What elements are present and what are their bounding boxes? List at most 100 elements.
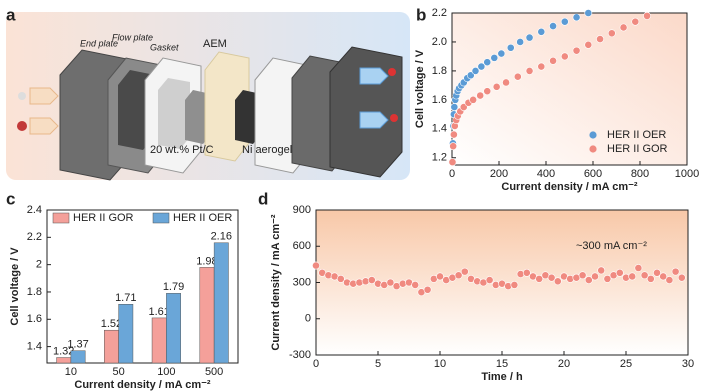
y-tick-label: 1.8 <box>432 65 447 77</box>
x-tick-label: 10 <box>434 358 446 370</box>
y-tick-label: 2.2 <box>432 7 447 19</box>
point <box>423 285 432 294</box>
legend-label: HER II GOR <box>607 143 668 155</box>
value-label: 1.32 <box>53 345 74 357</box>
x-tick-label: 1000 <box>675 168 699 180</box>
panel-label: d <box>258 189 268 208</box>
y-tick-label: -300 <box>289 349 311 361</box>
point <box>549 56 557 65</box>
x-tick-label: 0 <box>449 168 455 180</box>
x-tick-label: 25 <box>620 358 632 370</box>
point <box>513 72 522 81</box>
legend-label: HER II OER <box>173 212 232 224</box>
y-tick-label: 2.2 <box>27 231 42 243</box>
bar <box>151 317 167 364</box>
legend-marker <box>589 131 597 139</box>
bar <box>213 242 229 364</box>
panel-label: b <box>416 5 426 24</box>
point <box>510 281 519 289</box>
y-tick-label: 0 <box>305 313 311 325</box>
point <box>336 274 345 283</box>
point <box>367 276 376 284</box>
point <box>607 29 616 38</box>
x-tick-label: 5 <box>375 358 381 370</box>
y-axis-label: Current density / mA cm⁻² <box>270 214 282 351</box>
bar <box>166 293 181 364</box>
point <box>659 272 668 281</box>
y-tick-label: 600 <box>293 240 311 252</box>
y-tick-label: 1.2 <box>432 152 447 164</box>
legend-label: HER II GOR <box>73 212 134 224</box>
y-tick-label: 300 <box>293 276 311 288</box>
bar <box>118 304 134 364</box>
point <box>584 276 593 284</box>
x-axis-label: Current density / mA cm⁻² <box>74 379 211 391</box>
point <box>454 271 463 280</box>
value-label: 1.52 <box>101 318 122 330</box>
point <box>584 40 593 49</box>
diagram-label: 20 wt.% Pt/C <box>150 144 214 156</box>
y-tick-label: 1.6 <box>432 94 447 106</box>
point <box>596 35 604 43</box>
x-axis-label: Current density / mA cm⁻² <box>501 181 638 193</box>
point <box>448 158 457 167</box>
point <box>525 33 534 42</box>
x-tick-label: 500 <box>205 366 223 378</box>
value-label: 1.71 <box>115 292 136 304</box>
bar <box>199 267 215 364</box>
point <box>619 23 628 32</box>
point <box>522 268 531 277</box>
point <box>460 267 469 276</box>
value-label: 1.98 <box>196 255 217 267</box>
schematic <box>6 12 410 181</box>
point <box>483 87 492 96</box>
y-axis-label: Cell voltage / V <box>414 49 426 128</box>
point <box>471 67 480 75</box>
point <box>603 274 612 283</box>
x-tick-label: 50 <box>113 366 125 378</box>
point <box>560 17 569 26</box>
legend-marker <box>589 145 597 153</box>
point <box>312 261 320 270</box>
panel-label: c <box>6 189 15 208</box>
x-tick-label: 100 <box>157 366 175 378</box>
point <box>502 78 510 87</box>
point <box>671 267 680 276</box>
x-tick-label: 800 <box>631 168 649 180</box>
point <box>449 142 458 151</box>
y-tick-label: 1.4 <box>27 341 42 353</box>
point <box>516 38 525 46</box>
point <box>483 58 492 67</box>
y-tick-label: 1.6 <box>27 313 42 325</box>
point <box>537 27 546 36</box>
point <box>469 95 478 104</box>
x-tick-label: 200 <box>490 168 508 180</box>
point <box>485 276 494 284</box>
y-tick-label: 2.0 <box>432 36 447 48</box>
point <box>634 264 643 272</box>
diagram-label: AEM <box>203 38 227 50</box>
plot-area <box>451 12 688 166</box>
bar <box>70 350 86 364</box>
y-tick-label: 2 <box>36 259 42 271</box>
point <box>677 273 686 282</box>
point <box>476 91 485 100</box>
point <box>653 268 661 277</box>
diagram-label: Gasket <box>150 42 179 52</box>
point <box>631 17 640 26</box>
point <box>591 272 599 281</box>
x-tick-label: 0 <box>313 358 319 370</box>
point <box>643 11 651 20</box>
point <box>584 9 593 17</box>
point <box>572 46 581 55</box>
value-label: 1.61 <box>149 306 170 318</box>
point <box>553 277 562 286</box>
value-label: 2.16 <box>211 231 232 243</box>
x-tick-label: 600 <box>584 168 602 180</box>
x-tick-label: 15 <box>496 358 508 370</box>
diagram-label: End plate <box>80 38 118 48</box>
point <box>386 278 395 287</box>
legend-swatch <box>152 212 170 224</box>
point <box>449 130 458 139</box>
y-tick-label: 1.8 <box>27 286 42 298</box>
